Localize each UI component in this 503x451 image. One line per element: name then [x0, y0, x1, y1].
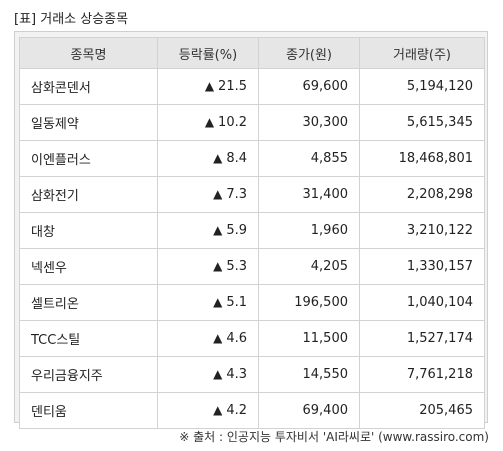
up-triangle-icon: ▲: [213, 187, 223, 201]
change-rate-cell: ▲ 21.5: [157, 68, 259, 105]
close-price: 1,960: [258, 212, 360, 249]
up-triangle-icon: ▲: [213, 223, 223, 237]
trade-volume: 5,615,345: [359, 104, 485, 141]
change-rate-cell: ▲ 10.2: [157, 104, 259, 141]
up-triangle-icon: ▲: [204, 115, 215, 129]
table-row: 삼화전기 ▲ 7.3 31,400 2,208,298: [19, 176, 485, 213]
change-rate-value: 5.9: [226, 223, 247, 238]
change-rate-cell: ▲ 4.2: [157, 392, 259, 429]
stock-name: 이엔플러스: [19, 140, 158, 177]
up-triangle-icon: ▲: [204, 79, 215, 93]
table-row: 넥센우 ▲ 5.3 4,205 1,330,157: [19, 248, 485, 285]
stock-name: 삼화콘덴서: [19, 68, 158, 105]
up-triangle-icon: ▲: [213, 331, 223, 345]
trade-volume: 1,527,174: [359, 320, 485, 357]
close-price: 4,855: [258, 140, 360, 177]
trade-volume: 18,468,801: [359, 140, 485, 177]
table-row: 이엔플러스 ▲ 8.4 4,855 18,468,801: [19, 140, 485, 177]
close-price: 69,600: [258, 68, 360, 105]
stocks-table: 종목명 등락률(%) 종가(원) 거래량(주) 삼화콘덴서 ▲ 21.5 69,600…: [19, 37, 485, 429]
trade-volume: 1,330,157: [359, 248, 485, 285]
change-rate-value: 4.2: [226, 403, 247, 418]
change-rate-value: 5.1: [226, 295, 247, 310]
stock-name: 대창: [19, 212, 158, 249]
page-title: [표] 거래소 상승종목: [14, 12, 129, 27]
close-price: 14,550: [258, 356, 360, 393]
change-rate-value: 7.3: [226, 187, 247, 202]
table-row: 대창 ▲ 5.9 1,960 3,210,122: [19, 212, 485, 249]
up-triangle-icon: ▲: [213, 295, 223, 309]
stock-name: TCC스틸: [19, 320, 158, 357]
change-rate-value: 5.3: [226, 259, 247, 274]
close-price: 30,300: [258, 104, 360, 141]
close-price: 196,500: [258, 284, 360, 321]
header-close: 종가(원): [258, 37, 360, 69]
stock-name: 삼화전기: [19, 176, 158, 213]
stock-name: 우리금융지주: [19, 356, 158, 393]
trade-volume: 205,465: [359, 392, 485, 429]
change-rate-cell: ▲ 4.6: [157, 320, 259, 357]
change-rate-value: 4.3: [226, 367, 247, 382]
up-triangle-icon: ▲: [213, 367, 223, 381]
trade-volume: 7,761,218: [359, 356, 485, 393]
close-price: 31,400: [258, 176, 360, 213]
close-price: 11,500: [258, 320, 360, 357]
table-row: TCC스틸 ▲ 4.6 11,500 1,527,174: [19, 320, 485, 357]
table-row: 덴티움 ▲ 4.2 69,400 205,465: [19, 392, 485, 429]
trade-volume: 3,210,122: [359, 212, 485, 249]
up-triangle-icon: ▲: [213, 151, 223, 165]
header-name: 종목명: [19, 37, 158, 69]
header-volume: 거래량(주): [359, 37, 485, 69]
stock-name: 셀트리온: [19, 284, 158, 321]
close-price: 4,205: [258, 248, 360, 285]
change-rate-cell: ▲ 5.9: [157, 212, 259, 249]
close-price: 69,400: [258, 392, 360, 429]
stock-name: 일동제약: [19, 104, 158, 141]
up-triangle-icon: ▲: [213, 259, 223, 273]
trade-volume: 1,040,104: [359, 284, 485, 321]
up-triangle-icon: ▲: [213, 403, 223, 417]
table-row: 셀트리온 ▲ 5.1 196,500 1,040,104: [19, 284, 485, 321]
table-header-row: 종목명 등락률(%) 종가(원) 거래량(주): [19, 37, 485, 69]
header-rate: 등락률(%): [157, 37, 259, 69]
change-rate-value: 10.2: [218, 115, 247, 130]
change-rate-cell: ▲ 4.3: [157, 356, 259, 393]
change-rate-cell: ▲ 8.4: [157, 140, 259, 177]
table-row: 우리금융지주 ▲ 4.3 14,550 7,761,218: [19, 356, 485, 393]
trade-volume: 2,208,298: [359, 176, 485, 213]
table-row: 일동제약 ▲ 10.2 30,300 5,615,345: [19, 104, 485, 141]
source-footer: ※ 출처 : 인공지능 투자비서 'AI라씨로' (www.rassiro.co…: [179, 430, 489, 444]
change-rate-cell: ▲ 5.1: [157, 284, 259, 321]
table-row: 삼화콘덴서 ▲ 21.5 69,600 5,194,120: [19, 68, 485, 105]
stock-name: 넥센우: [19, 248, 158, 285]
change-rate-value: 4.6: [226, 331, 247, 346]
change-rate-value: 21.5: [218, 79, 247, 94]
change-rate-cell: ▲ 5.3: [157, 248, 259, 285]
change-rate-cell: ▲ 7.3: [157, 176, 259, 213]
stock-name: 덴티움: [19, 392, 158, 429]
trade-volume: 5,194,120: [359, 68, 485, 105]
change-rate-value: 8.4: [226, 151, 247, 166]
